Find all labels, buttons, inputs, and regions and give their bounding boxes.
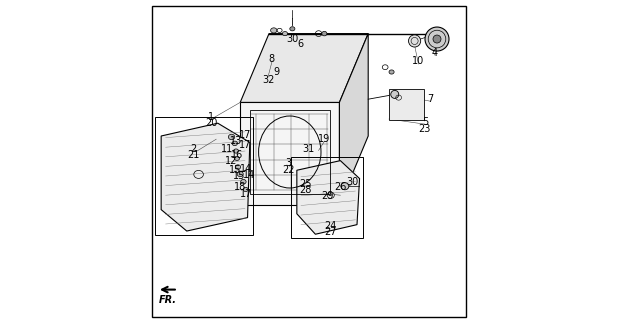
Ellipse shape (229, 134, 235, 140)
Text: 2: 2 (191, 144, 197, 154)
Text: 31: 31 (302, 144, 315, 154)
Ellipse shape (234, 149, 239, 153)
Ellipse shape (240, 180, 246, 184)
Bar (155, 117, 253, 235)
Text: 22: 22 (282, 164, 294, 175)
Text: 4: 4 (431, 48, 438, 58)
Polygon shape (240, 102, 339, 205)
Text: 1: 1 (208, 112, 214, 122)
Text: 30: 30 (346, 177, 358, 188)
Ellipse shape (341, 183, 349, 190)
Ellipse shape (237, 172, 243, 177)
Ellipse shape (433, 35, 441, 43)
Text: FR.: FR. (159, 295, 177, 305)
Text: 29: 29 (321, 191, 334, 201)
Text: 21: 21 (188, 150, 200, 160)
Text: 24: 24 (324, 220, 337, 231)
Text: 17: 17 (240, 188, 253, 199)
Ellipse shape (391, 91, 399, 99)
Text: 17: 17 (239, 130, 251, 140)
Ellipse shape (389, 70, 394, 74)
Text: 5: 5 (421, 117, 428, 127)
Text: 14: 14 (240, 164, 252, 174)
Text: 10: 10 (412, 56, 425, 67)
Polygon shape (240, 34, 368, 102)
Ellipse shape (425, 27, 449, 51)
Text: 8: 8 (268, 54, 274, 64)
Text: 11: 11 (221, 144, 234, 154)
Ellipse shape (271, 28, 277, 33)
Ellipse shape (235, 165, 240, 169)
Text: 15: 15 (233, 171, 245, 181)
Text: 26: 26 (334, 182, 347, 192)
Bar (292, 157, 363, 238)
Polygon shape (339, 34, 368, 205)
Text: 16: 16 (231, 150, 243, 160)
Ellipse shape (322, 31, 327, 36)
Text: 23: 23 (418, 124, 431, 134)
Text: 17: 17 (239, 140, 251, 150)
Text: 27: 27 (324, 227, 337, 237)
Text: 6: 6 (297, 39, 303, 49)
Text: 15: 15 (229, 164, 241, 175)
Text: 9: 9 (273, 67, 279, 77)
Text: 13: 13 (230, 136, 242, 146)
Text: 7: 7 (427, 94, 433, 104)
Ellipse shape (234, 156, 240, 161)
Text: 20: 20 (205, 118, 218, 128)
Bar (389, 89, 424, 120)
Text: 18: 18 (234, 182, 247, 192)
Ellipse shape (408, 35, 421, 47)
Text: 3: 3 (285, 158, 291, 168)
Text: 12: 12 (226, 156, 238, 166)
Polygon shape (161, 123, 250, 231)
Ellipse shape (232, 141, 237, 146)
Text: 19: 19 (318, 134, 331, 144)
Ellipse shape (243, 188, 248, 191)
Text: 28: 28 (299, 185, 311, 196)
Text: 14: 14 (243, 170, 255, 180)
Ellipse shape (282, 32, 287, 36)
Text: 25: 25 (299, 179, 311, 189)
Text: 30: 30 (286, 34, 298, 44)
Polygon shape (297, 161, 360, 234)
Text: 32: 32 (262, 75, 274, 85)
Ellipse shape (290, 27, 295, 31)
